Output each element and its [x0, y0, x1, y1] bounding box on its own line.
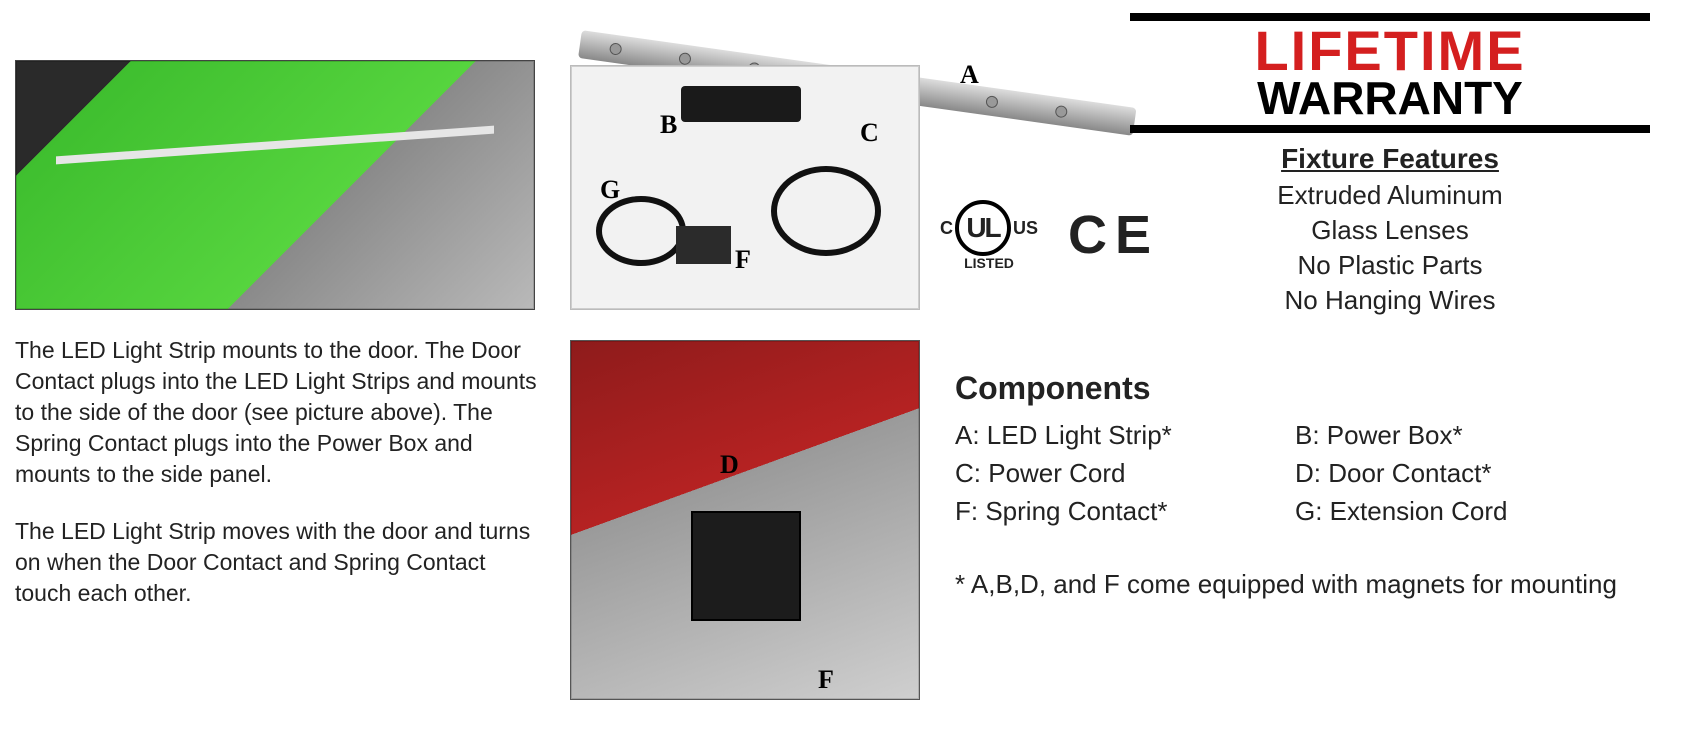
- ul-circle: UL: [955, 200, 1011, 256]
- component-d: D: Door Contact*: [1295, 455, 1595, 493]
- component-a: A: LED Light Strip*: [955, 417, 1255, 455]
- warranty-line-1: LIFETIME: [1130, 24, 1650, 77]
- certification-marks: C UL US LISTED CE: [940, 200, 1159, 271]
- description-paragraph-1: The LED Light Strip mounts to the door. …: [15, 335, 545, 490]
- ul-c: C: [940, 219, 953, 238]
- callout-label-f: F: [735, 245, 751, 275]
- feature-item: No Hanging Wires: [1130, 283, 1650, 318]
- component-g: G: Extension Cord: [1295, 493, 1595, 531]
- feature-item: No Plastic Parts: [1130, 248, 1650, 283]
- component-b: B: Power Box*: [1295, 417, 1595, 455]
- ul-listed-text: LISTED: [940, 256, 1038, 271]
- callout-label-b: B: [660, 110, 677, 140]
- warranty-line-2: WARRANTY: [1130, 77, 1650, 121]
- product-photo-contact: [570, 340, 920, 700]
- lifetime-warranty-logo: LIFETIME WARRANTY: [1130, 10, 1650, 136]
- features-header: Fixture Features: [1130, 140, 1650, 178]
- ul-listed-mark: C UL US LISTED: [940, 200, 1038, 271]
- callout-label-g: G: [600, 175, 620, 205]
- callout-label-d: D: [720, 450, 739, 480]
- components-section: Components A: LED Light Strip* B: Power …: [955, 365, 1655, 604]
- components-header: Components: [955, 365, 1655, 411]
- callout-label-c: C: [860, 118, 879, 148]
- description-paragraph-2: The LED Light Strip moves with the door …: [15, 516, 545, 609]
- fixture-features: Fixture Features Extruded Aluminum Glass…: [1130, 140, 1650, 318]
- feature-item: Glass Lenses: [1130, 213, 1650, 248]
- callout-label-f2: F: [818, 665, 834, 695]
- description-block: The LED Light Strip mounts to the door. …: [15, 335, 545, 609]
- callout-label-a: A: [960, 60, 979, 90]
- ul-us: US: [1013, 219, 1038, 238]
- component-f: F: Spring Contact*: [955, 493, 1255, 531]
- feature-item: Extruded Aluminum: [1130, 178, 1650, 213]
- component-c: C: Power Cord: [955, 455, 1255, 493]
- components-note: * A,B,D, and F come equipped with magnet…: [955, 566, 1655, 604]
- product-photo-installed: [15, 60, 535, 310]
